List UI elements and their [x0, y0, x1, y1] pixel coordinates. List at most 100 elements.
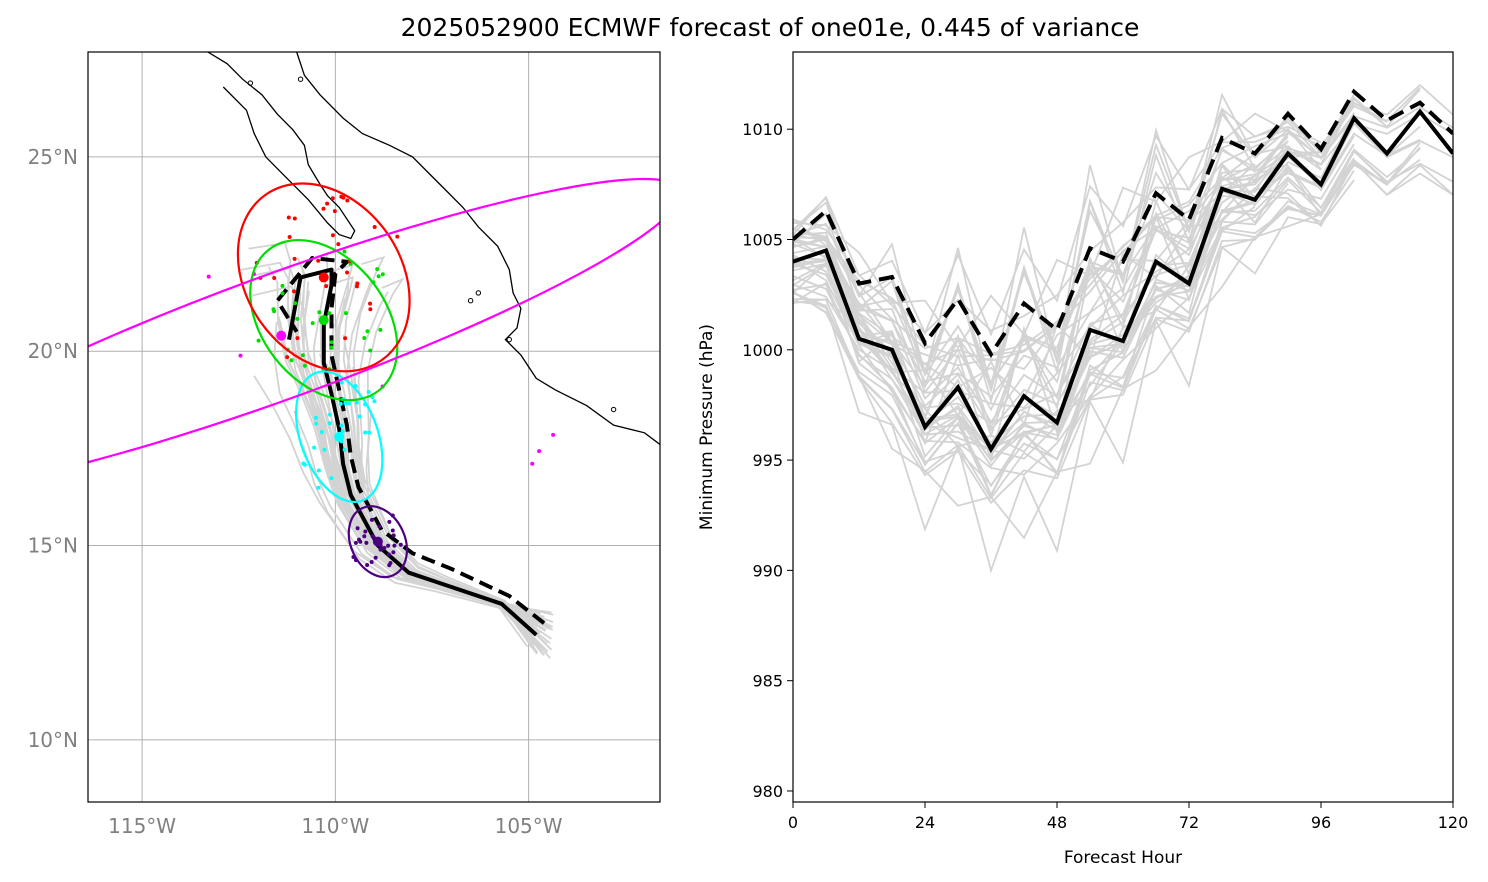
x-tick-label: 24 [915, 813, 935, 832]
member-dot-96h [368, 307, 373, 312]
y-tick-label: 1010 [742, 120, 783, 139]
member-dot-96h [330, 196, 335, 201]
member-dot-48h [354, 400, 359, 405]
member-dot-72h [327, 311, 332, 316]
ensemble-pressure-line [793, 142, 1421, 540]
lat-tick-label: 20°N [28, 339, 78, 363]
member-dot-24h [398, 542, 403, 547]
x-tick-label: 120 [1438, 813, 1469, 832]
map-frame [87, 51, 661, 803]
member-dot-120h [238, 353, 243, 358]
member-dot-96h [287, 234, 292, 239]
ensemble-pressure-line [793, 182, 1289, 498]
ellipse-24h [347, 505, 409, 579]
member-dot-48h [327, 412, 332, 417]
coastline-segment [296, 52, 660, 446]
ensemble-pressure-lines [793, 83, 1453, 574]
member-dot-72h [378, 327, 383, 332]
ensemble-pressure-line [793, 88, 1421, 337]
member-dot-96h [286, 215, 291, 220]
figure-title: 2025052900 ECMWF forecast of one01e, 0.4… [401, 13, 1140, 42]
ensemble-pressure-line [793, 140, 1289, 385]
member-dot-72h [280, 283, 285, 288]
ellipse-72h [249, 238, 399, 402]
member-dot-24h [386, 552, 391, 557]
lon-tick-label: 115°W [108, 814, 176, 838]
mean-pressure-dashed [793, 88, 1453, 358]
member-dot-24h [355, 526, 360, 531]
member-dot-48h [343, 401, 348, 406]
member-dot-72h [365, 329, 370, 334]
member-dot-48h [316, 468, 321, 473]
member-dot-96h [343, 336, 348, 341]
member-dot-48h [340, 429, 345, 434]
member-dot-96h [324, 284, 329, 289]
ellipse-center-96h [318, 272, 329, 283]
member-dot-96h [372, 225, 377, 230]
member-dot-72h [342, 249, 347, 254]
member-dot-96h [336, 242, 341, 247]
pressure-ticks: 0 24 48 72 96 120 980 985 990 995 1000 1005 1010 [742, 120, 1468, 832]
lon-tick-label: 105°W [495, 814, 563, 838]
x-tick-label: 96 [1311, 813, 1331, 832]
member-dot-120h [530, 461, 535, 466]
member-dot-72h [329, 340, 334, 345]
member-dot-48h [363, 430, 368, 435]
member-dot-72h [302, 363, 307, 368]
member-dot-96h [272, 275, 277, 280]
island [475, 290, 482, 296]
member-dot-96h [295, 336, 300, 341]
x-tick-label: 0 [788, 813, 798, 832]
y-tick-label: 985 [752, 672, 783, 691]
member-dot-120h [537, 449, 542, 454]
y-tick-label: 980 [752, 782, 783, 801]
pressure-frame [792, 51, 1454, 803]
member-dot-72h [271, 307, 276, 312]
member-dot-72h [362, 335, 367, 340]
member-dot-72h [256, 338, 261, 343]
mean-tracks [275, 256, 546, 637]
y-tick-label: 995 [752, 451, 783, 470]
mean-pressure-lines [793, 88, 1453, 454]
map-background [88, 52, 660, 802]
ellipse-center-120h [276, 330, 287, 341]
mean-track-dashed [275, 256, 546, 625]
ensemble-track [273, 321, 539, 628]
member-dot-24h [377, 524, 382, 529]
member-dot-96h [285, 355, 290, 360]
member-dot-72h [280, 291, 285, 296]
member-dot-120h [551, 432, 556, 437]
member-dot-24h [378, 547, 383, 552]
x-axis-label: Forecast Hour [1064, 848, 1182, 868]
member-dot-24h [373, 555, 378, 560]
member-dot-24h [362, 534, 367, 539]
member-dot-48h [301, 461, 306, 466]
ellipse-48h [294, 370, 384, 504]
coastline [207, 52, 660, 446]
member-dot-24h [387, 519, 392, 524]
member-dot-72h [380, 272, 385, 277]
member-dot-48h [316, 485, 321, 490]
y-tick-label: 990 [752, 561, 783, 580]
member-dot-48h [314, 421, 319, 426]
mean-pressure-solid [793, 108, 1453, 454]
member-dot-120h [206, 274, 211, 279]
island [467, 298, 474, 304]
ensemble-pressure-line [793, 107, 1289, 405]
ensemble-pressure-line [793, 125, 1421, 445]
ensemble-track [297, 297, 541, 634]
member-dot-24h [369, 517, 374, 522]
member-dot-96h [341, 195, 346, 200]
ensemble-pressure-line [793, 121, 1453, 424]
member-dot-96h [321, 206, 326, 211]
member-dot-96h [292, 256, 297, 261]
member-dot-24h [388, 560, 393, 565]
member-dot-72h [310, 321, 315, 326]
ensemble-pressure-line [793, 146, 1421, 464]
member-dot-24h [391, 533, 396, 538]
member-dot-24h [369, 560, 374, 565]
member-dot-72h [317, 310, 322, 315]
member-dot-72h [293, 301, 298, 306]
member-dot-24h [364, 540, 369, 545]
